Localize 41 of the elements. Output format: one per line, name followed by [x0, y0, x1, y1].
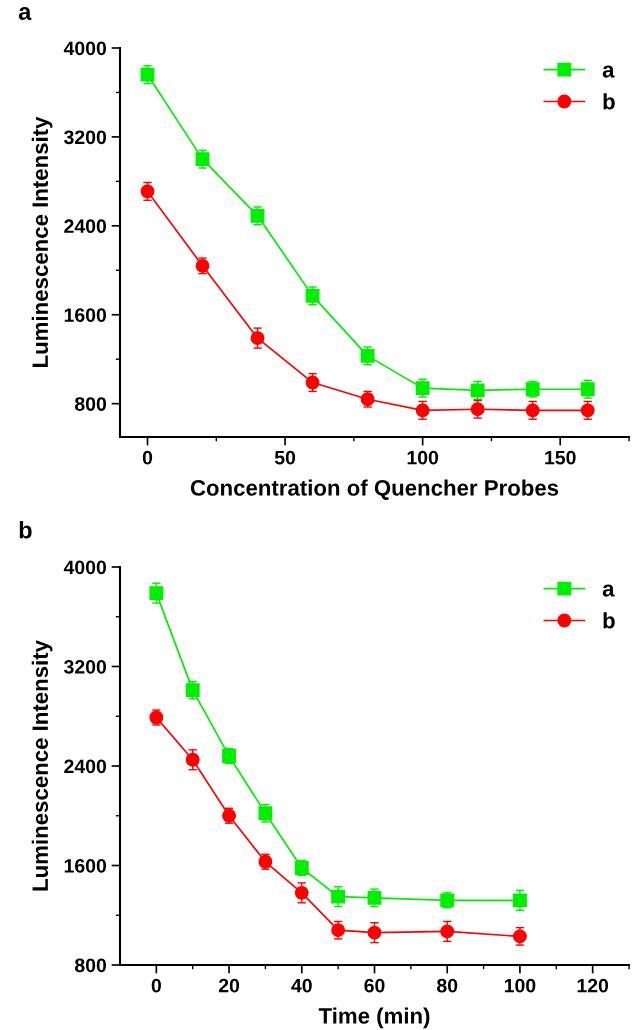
chart-title: a [18, 7, 32, 20]
x-axis-title: Time (min) [318, 1007, 430, 1029]
legend-label: a [602, 65, 615, 78]
y-axis-title: Luminescence Intensity [31, 116, 53, 367]
x-tick-label: 100 [407, 450, 439, 465]
x-tick-label: 150 [545, 450, 576, 465]
y-tick-label: 3200 [64, 659, 107, 674]
x-tick-label: 50 [274, 450, 296, 465]
y-axis-title: Luminescence Intensity [31, 640, 53, 891]
x-tick-label: 60 [364, 978, 385, 993]
point [470, 402, 485, 417]
point [185, 752, 200, 767]
y-tick-label: 3200 [64, 130, 107, 145]
point [149, 586, 164, 601]
legend-label: b [603, 93, 615, 110]
point [367, 925, 382, 940]
point [294, 885, 309, 900]
chart-title: b [19, 521, 32, 539]
y-tick-label: 4000 [63, 560, 107, 575]
x-tick-label: 100 [504, 978, 536, 993]
x-tick-label: 120 [577, 978, 609, 993]
point [331, 889, 346, 904]
point [512, 893, 527, 908]
legend-label: a [602, 584, 615, 597]
point [470, 383, 485, 398]
x-tick-label: 0 [151, 978, 161, 993]
y-tick-label: 800 [74, 397, 107, 411]
x-tick-label: 0 [142, 450, 153, 465]
y-tick-label: 2400 [64, 759, 107, 774]
y-tick-label: 800 [74, 958, 107, 973]
x-tick-label: 20 [218, 978, 240, 993]
legend-label: b [603, 612, 615, 629]
y-tick-label: 1600 [64, 858, 107, 873]
y-tick-label: 2400 [64, 219, 107, 234]
point [250, 331, 265, 346]
point [440, 924, 455, 939]
y-tick-label: 1600 [64, 308, 107, 322]
x-axis-title: Concentration of Quencher Probes [190, 479, 559, 500]
x-tick-label: 80 [437, 978, 458, 993]
y-tick-label: 4000 [63, 41, 107, 56]
x-tick-label: 40 [291, 978, 312, 993]
